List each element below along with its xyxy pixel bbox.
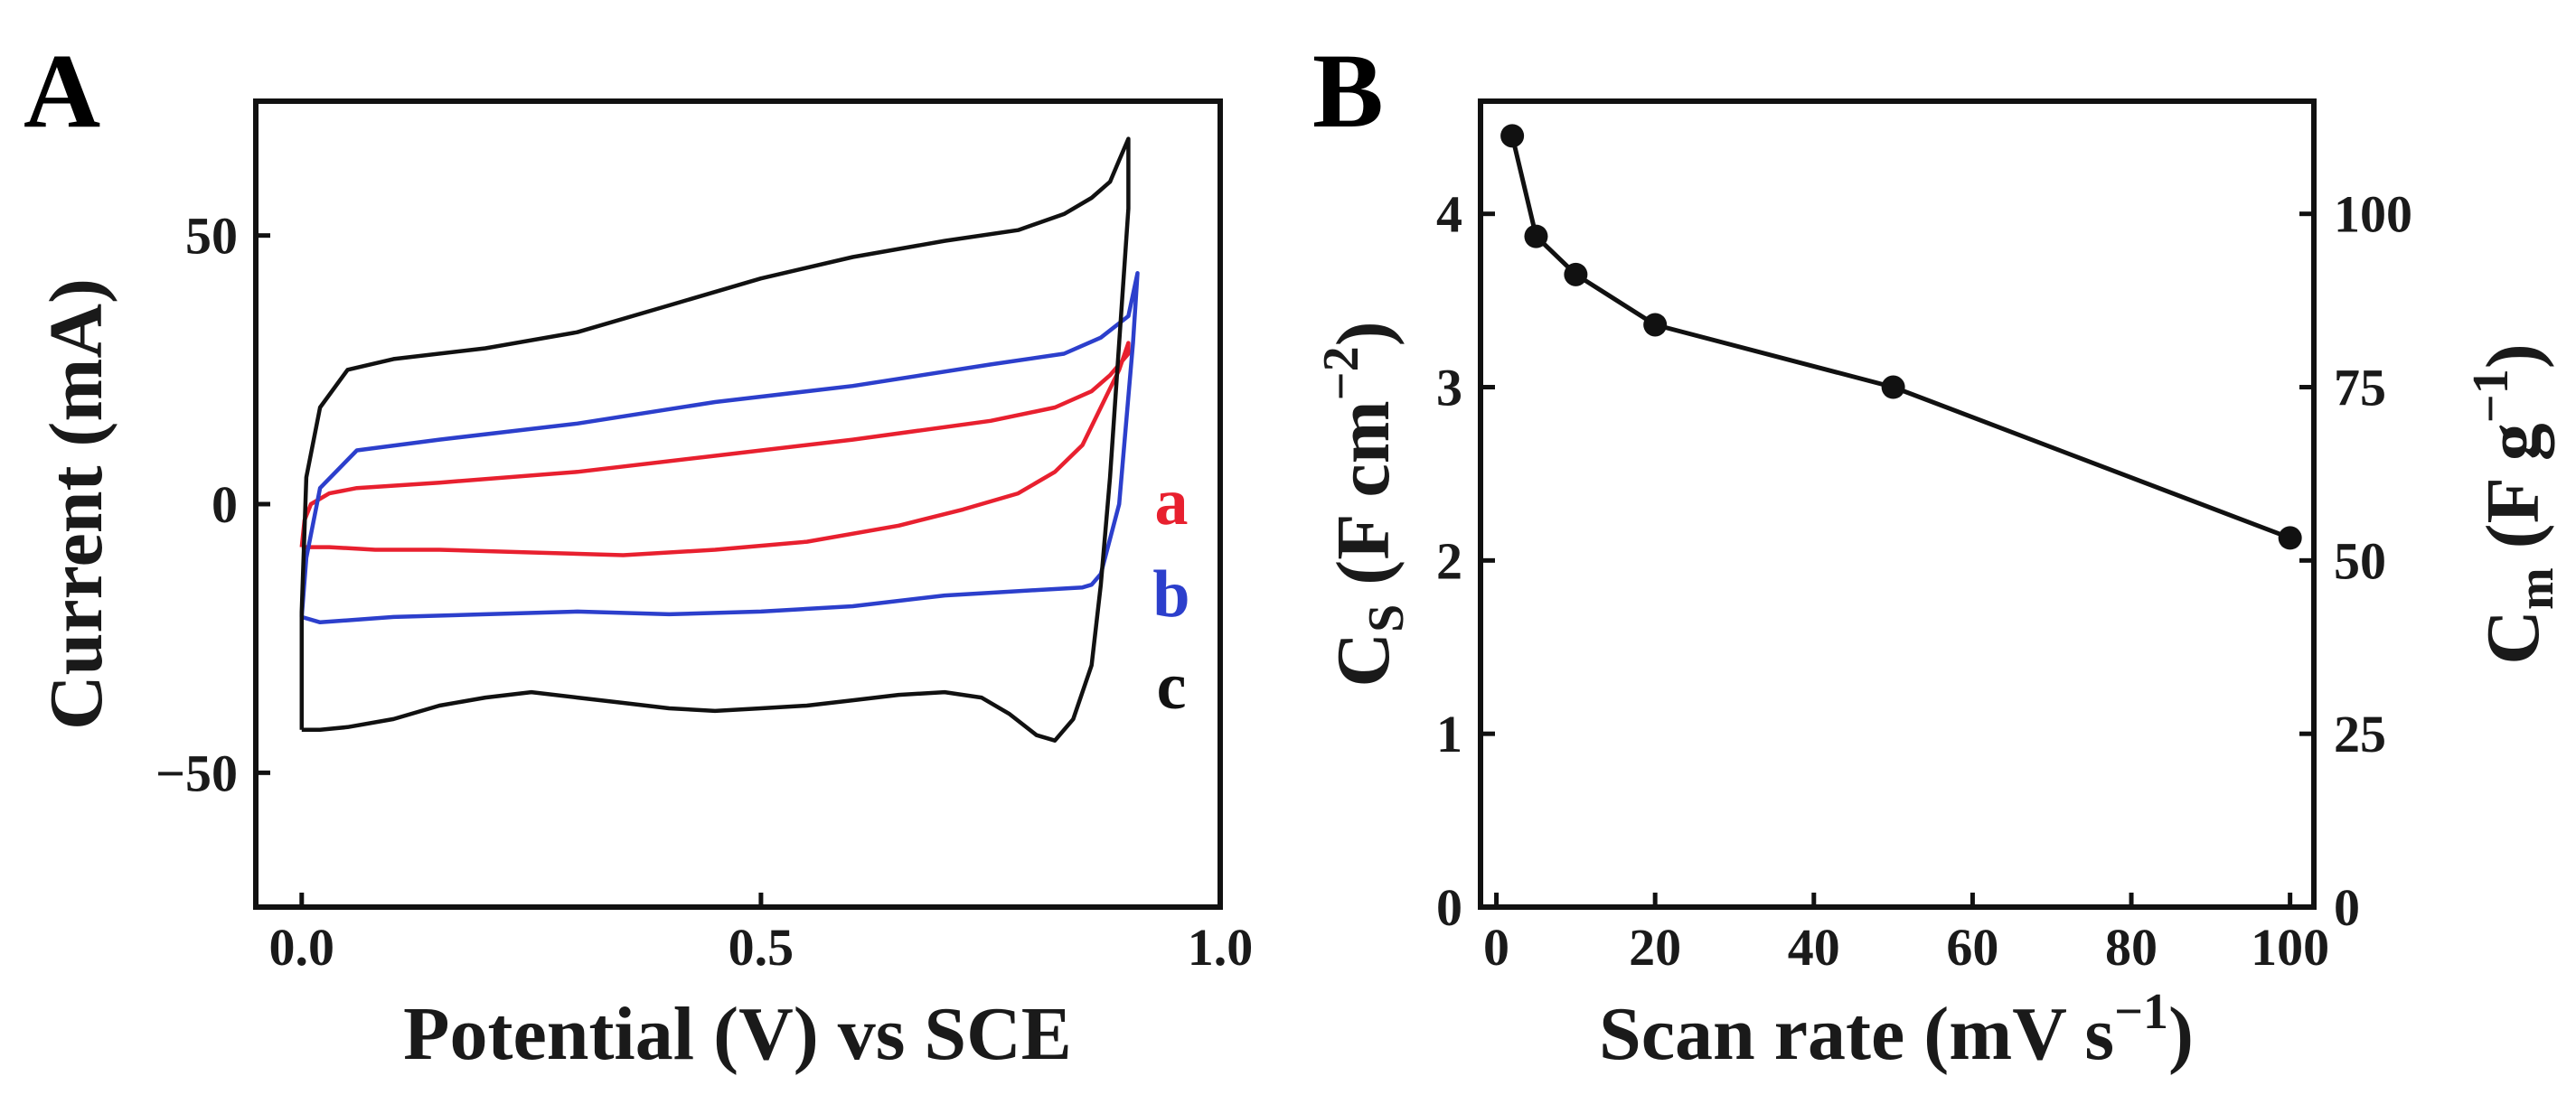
panel-a-x-tick-label: 0.0 — [269, 918, 335, 977]
panel-a-ticks: 0.0 0.5 1.0 −50 0 50 — [155, 207, 1253, 977]
panel-b-right-y-tick-label: 100 — [2334, 185, 2412, 244]
panel-b-x-tick-label: 0 — [1483, 918, 1509, 977]
panel-b-right-y-tick-label: 25 — [2334, 705, 2386, 763]
panel-b-x-axis-title: Scan rate (mV s−1) — [1599, 984, 2194, 1076]
legend-label-c: c — [1157, 650, 1187, 724]
panel-a-cv-chart: 0.0 0.5 1.0 −50 0 50 abc Potential (V) vs SCE… — [34, 98, 1253, 1076]
cv-curve-c — [299, 136, 1131, 743]
panel-b-left-title-sub: S — [1359, 604, 1415, 632]
panel-b-left-y-tick-label: 4 — [1436, 185, 1462, 244]
panel-b-left-title-end: ) — [1321, 321, 1406, 346]
capacitance-data-point — [1524, 224, 1548, 248]
panel-b-left-y-tick-label: 2 — [1436, 531, 1462, 590]
panel-b-left-y-axis-title: CS (F cm−2) — [1313, 321, 1415, 687]
panel-a-series — [299, 136, 1140, 743]
panel-b-left-y-tick-label: 0 — [1436, 878, 1462, 937]
panel-a-x-tick-label: 0.5 — [729, 918, 794, 977]
panel-b-right-y-tick-label: 50 — [2334, 531, 2386, 590]
panel-b-x-title-main: Scan rate (mV s — [1599, 992, 2114, 1076]
panel-b-right-title-main: C — [2471, 610, 2555, 665]
panel-b-series — [1500, 124, 2302, 550]
panel-b-left-title-rest: (F cm — [1321, 400, 1406, 604]
panel-b-right-y-axis-title: Cm (F g−1) — [2463, 343, 2564, 664]
panel-b-left-title-main: C — [1321, 632, 1406, 688]
legend-label-b: b — [1152, 557, 1189, 632]
panel-a-x-tick-label: 1.0 — [1188, 918, 1254, 977]
panel-a-x-axis-title: Potential (V) vs SCE — [403, 992, 1072, 1076]
panel-b-x-title-end: ) — [2168, 992, 2194, 1076]
panel-b-right-title-sup: −1 — [2463, 369, 2519, 423]
panel-b-right-y-tick-label: 0 — [2334, 878, 2360, 937]
capacitance-line — [1509, 135, 2291, 540]
panel-b-left-y-tick-label: 3 — [1436, 359, 1462, 417]
panel-b-x-tick-label: 60 — [1946, 918, 1998, 977]
cv-curve-a — [299, 341, 1131, 557]
panel-a-legend: abc — [1152, 465, 1189, 724]
legend-label-a: a — [1155, 465, 1189, 539]
panel-b-frame — [1478, 98, 2317, 910]
capacitance-data-point — [1881, 375, 1905, 399]
panel-b-label: B — [1312, 32, 1384, 150]
capacitance-data-point — [1564, 262, 1588, 286]
cv-curve-b — [299, 271, 1140, 625]
panel-b-x-tick-label: 40 — [1788, 918, 1840, 977]
capacitance-data-point — [1643, 313, 1668, 337]
capacitance-data-point — [2278, 526, 2302, 550]
panel-b-x-tick-label: 20 — [1629, 918, 1681, 977]
panel-b-left-title-sup: −2 — [1313, 346, 1369, 400]
panel-a-label: A — [24, 32, 100, 150]
panel-a-y-tick-label: 0 — [212, 475, 238, 534]
panel-b-x-tick-label: 80 — [2105, 918, 2158, 977]
capacitance-data-point — [1500, 124, 1525, 148]
panel-b-right-title-rest: (F g — [2471, 423, 2555, 567]
panel-a-y-axis-title: Current (mA) — [34, 278, 118, 730]
panel-b-right-y-tick-label: 75 — [2334, 359, 2386, 417]
panel-b-x-title-sup: −1 — [2114, 984, 2168, 1040]
panel-b-x-tick-label: 100 — [2251, 918, 2329, 977]
panel-a-y-tick-label: −50 — [155, 744, 238, 802]
panel-b-left-y-tick-label: 1 — [1436, 705, 1462, 763]
panel-a-y-tick-label: 50 — [185, 207, 238, 266]
panel-a-frame — [253, 98, 1223, 910]
panel-b-right-title-end: ) — [2471, 343, 2555, 369]
panel-b-right-title-sub: m — [2508, 567, 2564, 610]
